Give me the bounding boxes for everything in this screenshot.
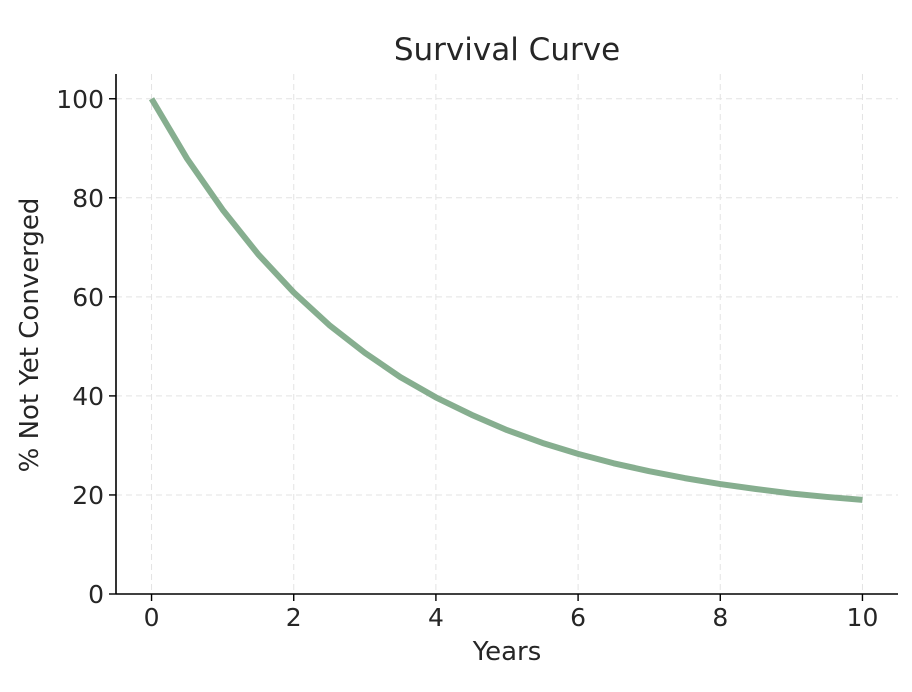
series-layer bbox=[148, 97, 863, 503]
y-tick-label: 0 bbox=[88, 580, 104, 609]
x-tick-label: 10 bbox=[847, 603, 879, 632]
y-tick-label: 20 bbox=[72, 481, 104, 510]
grid bbox=[116, 74, 898, 595]
y-tick-label: 80 bbox=[72, 184, 104, 213]
x-axis-label: Years bbox=[472, 637, 542, 667]
x-tick-label: 8 bbox=[712, 603, 728, 632]
series-line bbox=[148, 97, 863, 503]
y-tick-label: 60 bbox=[72, 283, 104, 312]
y-tick-label: 40 bbox=[72, 382, 104, 411]
x-tick-label: 4 bbox=[428, 603, 444, 632]
axes bbox=[109, 74, 898, 601]
x-tick-label: 6 bbox=[570, 603, 586, 632]
y-tick-label: 100 bbox=[56, 85, 104, 114]
chart-title: Survival Curve bbox=[394, 32, 620, 68]
y-axis-label: % Not Yet Converged bbox=[15, 198, 45, 473]
x-tick-label: 0 bbox=[144, 603, 160, 632]
x-tick-label: 2 bbox=[286, 603, 302, 632]
